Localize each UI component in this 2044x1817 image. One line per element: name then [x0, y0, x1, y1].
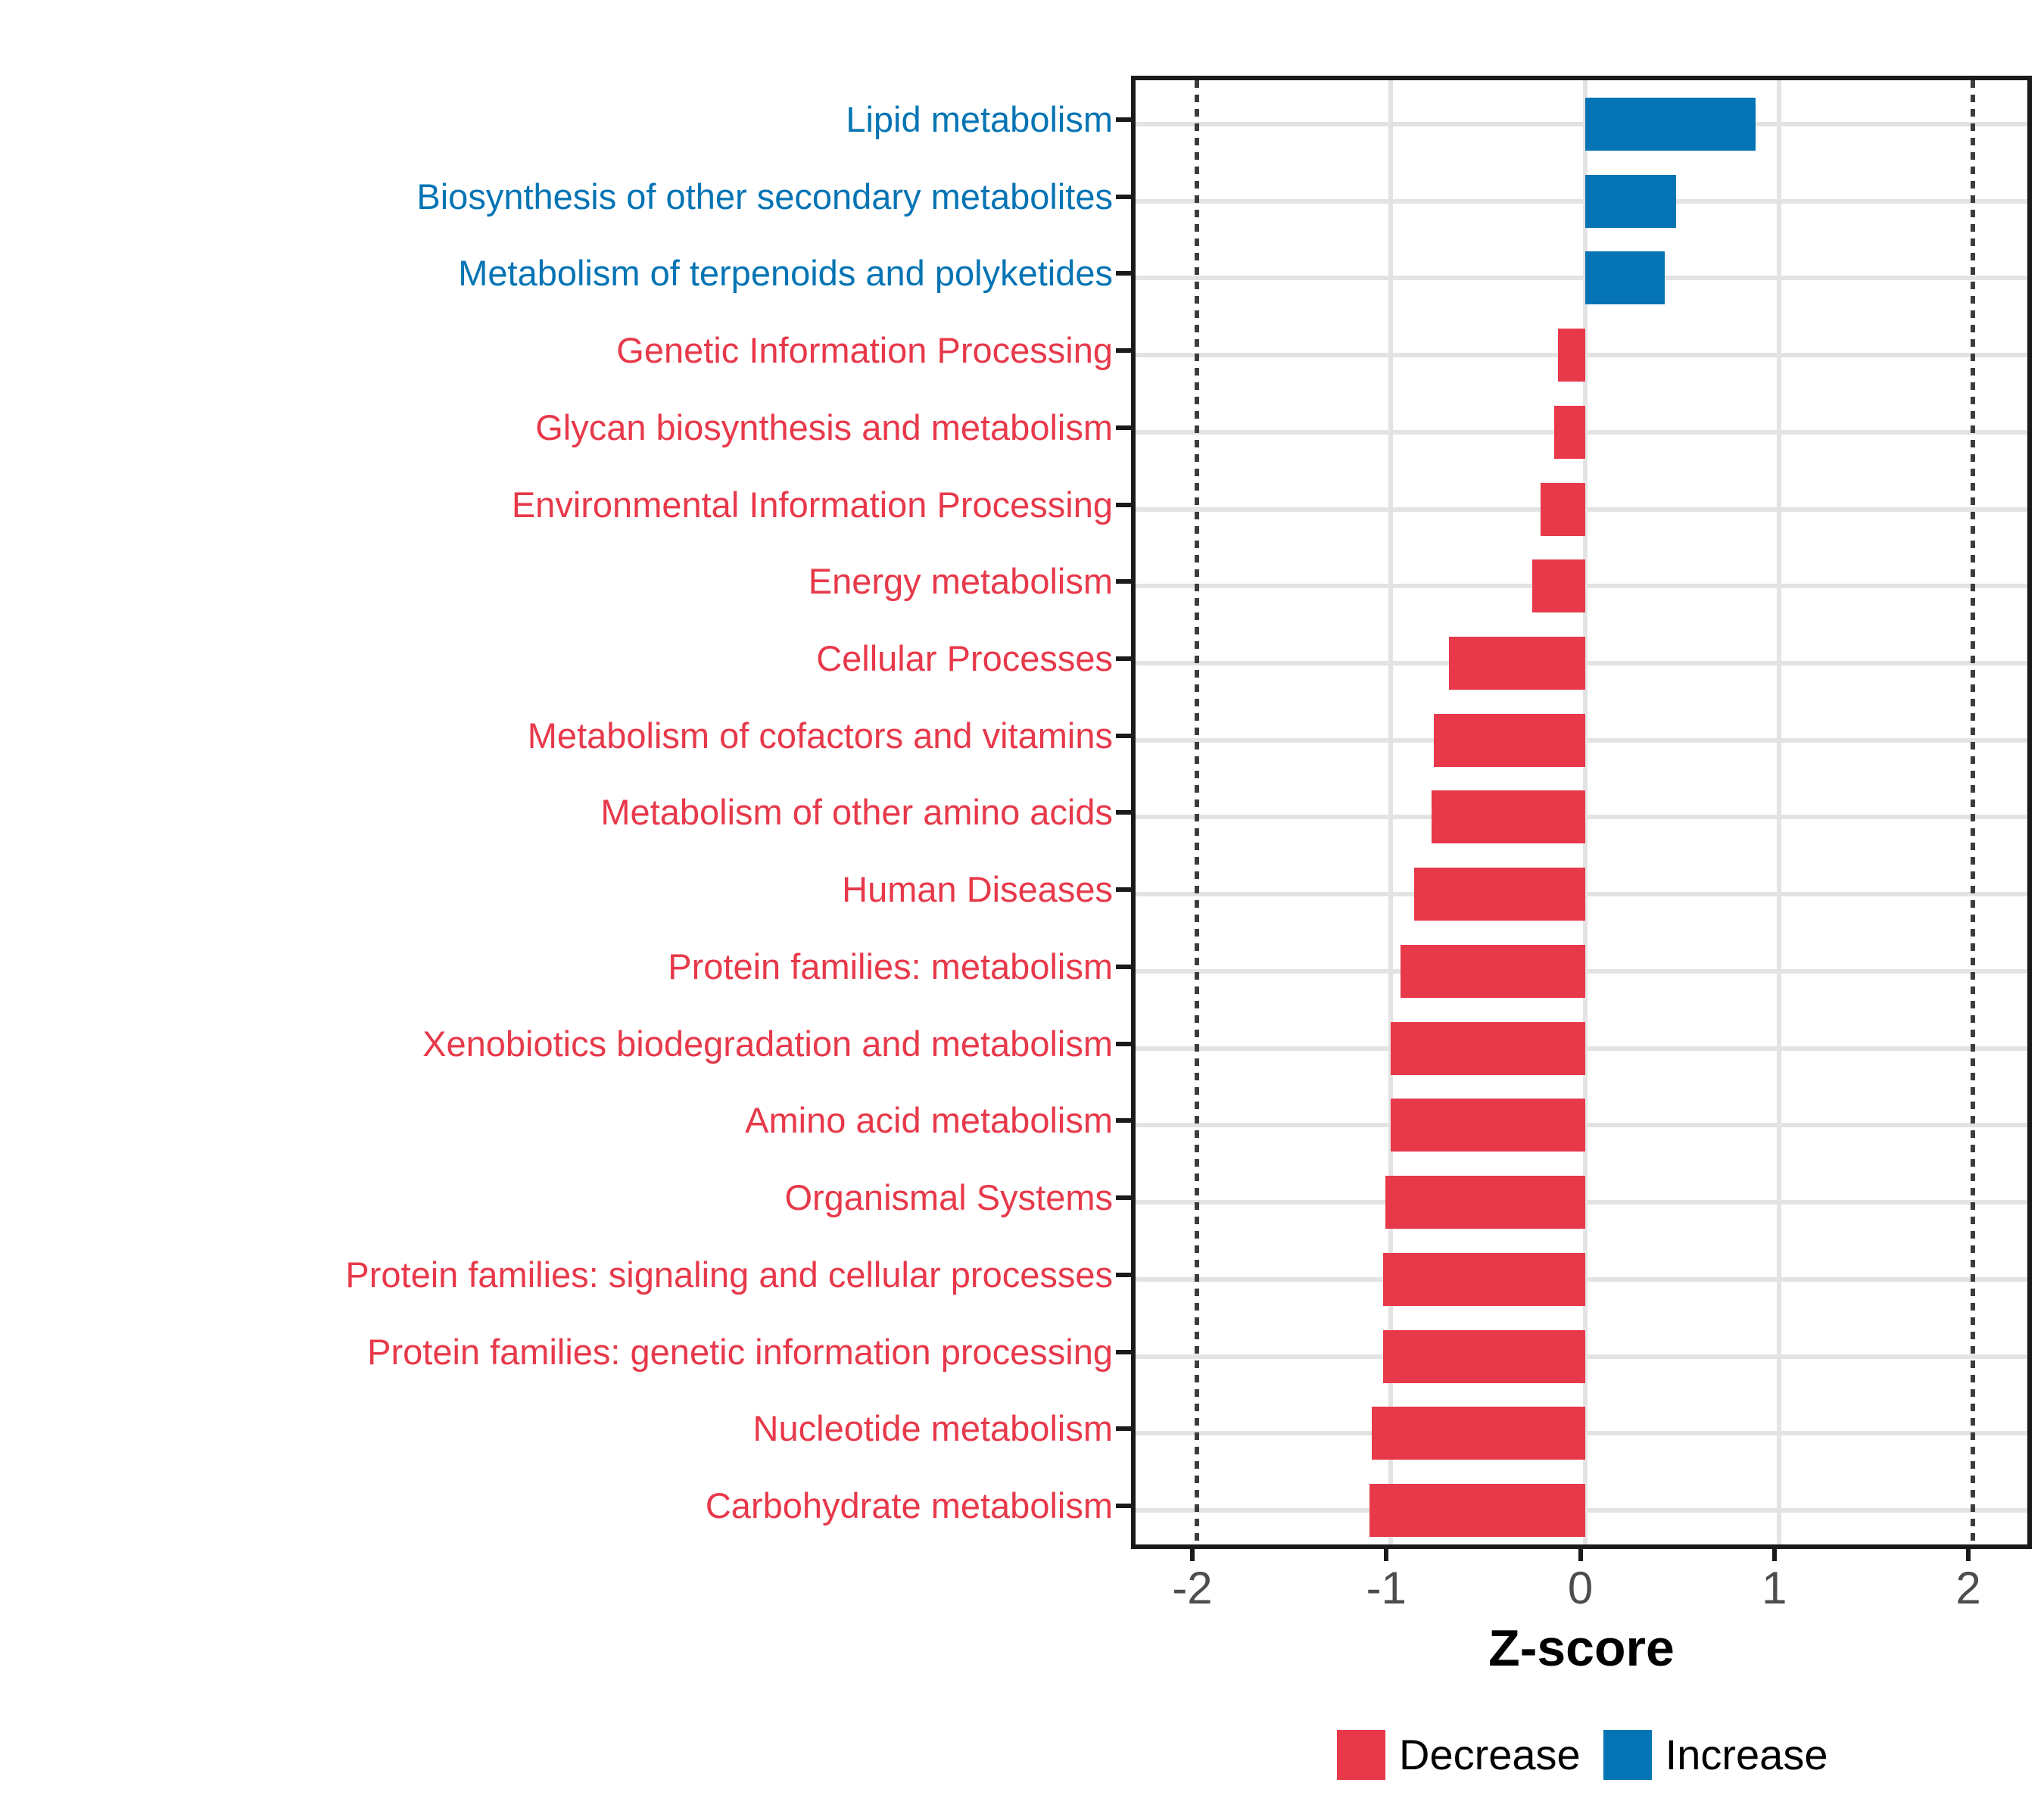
category-label-biosynthesis-of-other-secondary-metabolites: Biosynthesis of other secondary metaboli… — [416, 176, 1113, 217]
y-axis-tick — [1116, 502, 1131, 507]
category-label-protein-families-genetic-information-processing: Protein families: genetic information pr… — [367, 1331, 1113, 1372]
category-label-cellular-processes: Cellular Processes — [816, 638, 1113, 679]
x-axis-tick — [1966, 1549, 1971, 1561]
bar-metabolism-of-terpenoids-and-polyketides — [1584, 251, 1665, 305]
reference-line-dashed — [1971, 80, 1975, 1544]
bar-genetic-information-processing — [1557, 329, 1585, 382]
category-label-metabolism-of-cofactors-and-vitamins: Metabolism of cofactors and vitamins — [527, 715, 1113, 756]
y-axis-tick — [1116, 810, 1131, 815]
y-axis-tick — [1116, 194, 1131, 199]
legend-entry-decrease: Decrease — [1337, 1730, 1581, 1780]
plot-panel — [1131, 76, 2032, 1549]
category-label-protein-families-metabolism: Protein families: metabolism — [668, 946, 1113, 986]
x-axis-title: Z-score — [1488, 1619, 1675, 1677]
y-axis-tick — [1116, 1426, 1131, 1432]
y-axis-tick — [1116, 887, 1131, 893]
category-label-metabolism-of-terpenoids-and-polyketides: Metabolism of terpenoids and polyketides — [458, 253, 1113, 294]
bar-nucleotide-metabolism — [1371, 1407, 1585, 1460]
x-tick-label: 0 — [1567, 1563, 1594, 1613]
category-label-metabolism-of-other-amino-acids: Metabolism of other amino acids — [600, 792, 1113, 833]
x-tick-label: 2 — [1955, 1563, 1981, 1613]
category-label-carbohydrate-metabolism: Carbohydrate metabolism — [705, 1485, 1113, 1526]
legend-label-decrease: Decrease — [1399, 1731, 1581, 1778]
bar-energy-metabolism — [1532, 559, 1585, 613]
y-axis-tick — [1116, 271, 1131, 276]
y-axis-tick — [1116, 1041, 1131, 1046]
category-label-human-diseases: Human Diseases — [842, 869, 1113, 910]
x-axis-tick — [1190, 1549, 1195, 1561]
y-gridline — [1136, 276, 2027, 281]
bar-amino-acid-metabolism — [1391, 1099, 1585, 1152]
y-axis-tick — [1116, 348, 1131, 354]
y-axis-tick — [1116, 1349, 1131, 1354]
legend-entry-increase: Increase — [1603, 1730, 1828, 1780]
y-axis-tick — [1116, 1272, 1131, 1277]
x-axis-tick — [1578, 1549, 1583, 1561]
category-label-xenobiotics-biodegradation-and-metabolism: Xenobiotics biodegradation and metabolis… — [422, 1023, 1113, 1064]
category-label-glycan-biosynthesis-and-metabolism: Glycan biosynthesis and metabolism — [535, 407, 1113, 447]
y-axis-tick — [1116, 425, 1131, 430]
category-label-environmental-information-processing: Environmental Information Processing — [511, 484, 1113, 525]
category-label-organismal-systems: Organismal Systems — [784, 1177, 1113, 1218]
bar-biosynthesis-of-other-secondary-metabolites — [1584, 174, 1676, 228]
bar-protein-families-genetic-information-processing — [1383, 1329, 1585, 1383]
bar-cellular-processes — [1449, 637, 1585, 690]
bar-carbohydrate-metabolism — [1369, 1483, 1585, 1537]
bar-protein-families-signaling-and-cellular-processes — [1383, 1252, 1585, 1306]
x-axis-tick — [1771, 1549, 1777, 1561]
y-axis-tick — [1116, 1118, 1131, 1124]
x-gridline — [1582, 80, 1588, 1544]
bar-protein-families-metabolism — [1401, 944, 1585, 998]
category-label-genetic-information-processing: Genetic Information Processing — [616, 330, 1113, 371]
legend: Decrease Increase — [1337, 1730, 1850, 1780]
bar-metabolism-of-cofactors-and-vitamins — [1433, 713, 1585, 767]
legend-label-increase: Increase — [1665, 1731, 1828, 1778]
x-axis-tick — [1384, 1549, 1389, 1561]
x-gridline — [1776, 80, 1781, 1544]
y-gridline — [1136, 198, 2027, 204]
bar-environmental-information-processing — [1540, 482, 1585, 536]
x-tick-label: 1 — [1762, 1563, 1787, 1613]
bar-lipid-metabolism — [1584, 98, 1756, 151]
category-label-energy-metabolism: Energy metabolism — [808, 561, 1113, 602]
bar-human-diseases — [1414, 868, 1585, 921]
y-axis-tick — [1116, 579, 1131, 584]
y-axis-tick — [1116, 1195, 1131, 1201]
x-tick-label: -2 — [1172, 1563, 1213, 1613]
bar-organismal-systems — [1385, 1176, 1585, 1230]
x-gridline — [1388, 80, 1394, 1544]
category-label-amino-acid-metabolism: Amino acid metabolism — [745, 1100, 1113, 1141]
reference-line-dashed — [1195, 80, 1199, 1544]
category-label-nucleotide-metabolism: Nucleotide metabolism — [752, 1408, 1113, 1449]
y-axis-tick — [1116, 964, 1131, 969]
y-axis-tick — [1116, 117, 1131, 122]
legend-swatch-decrease — [1337, 1730, 1385, 1780]
category-label-lipid-metabolism: Lipid metabolism — [846, 99, 1113, 139]
bar-glycan-biosynthesis-and-metabolism — [1553, 405, 1585, 459]
x-tick-label: -1 — [1366, 1563, 1407, 1613]
bar-metabolism-of-other-amino-acids — [1432, 790, 1585, 844]
y-axis-tick — [1116, 656, 1131, 662]
legend-swatch-increase — [1603, 1730, 1652, 1780]
category-label-protein-families-signaling-and-cellular-processes: Protein families: signaling and cellular… — [345, 1254, 1113, 1295]
y-axis-tick — [1116, 733, 1131, 738]
y-axis-tick — [1116, 1503, 1131, 1508]
y-gridline — [1136, 122, 2027, 126]
bar-xenobiotics-biodegradation-and-metabolism — [1391, 1021, 1585, 1075]
